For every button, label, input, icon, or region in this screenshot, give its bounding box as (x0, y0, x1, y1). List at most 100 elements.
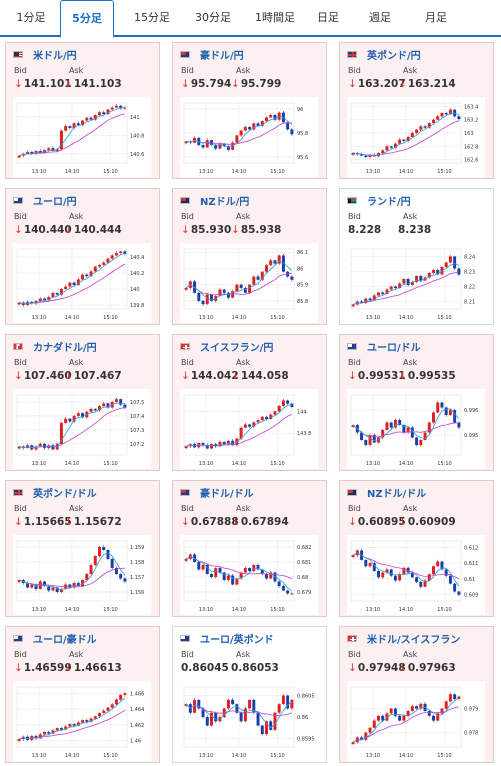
moving-average-short (185, 403, 293, 447)
currency-pair-link[interactable]: ユーロ/英ポンド (200, 634, 274, 646)
price-chart[interactable]: 0.979 0.978 13:10 14:10 15:10 (347, 681, 485, 761)
price-chart[interactable]: 163.4 163.2 163 162.8 162.6 13:10 14:10 15:10 (347, 97, 485, 177)
rate-card[interactable]: 英ポンド/ドル Bid Ask ↓1.15665 ↓1.15672 1.159 1.158 1… (5, 480, 160, 617)
price-chart[interactable]: 0.8605 0.86 0.8595 13:10 14:10 15:10 (180, 681, 318, 761)
rate-card[interactable]: カナダドル/円 Bid Ask ↓107.460 ↓107.467 107.5 107.4 1… (5, 334, 160, 471)
y-tick-label: 140.2 (130, 271, 144, 277)
candle-body (47, 586, 51, 591)
candle-body (81, 720, 85, 723)
candlestick-chart-svg: 163.4 163.2 163 162.8 162.6 13:10 14:10 15:10 (350, 102, 478, 175)
rate-card[interactable]: スイスフラン/円 Bid Ask ↓144.042 ↓144.058 144 143.8 13… (172, 334, 327, 471)
rate-card[interactable]: NZドル/円 Bid Ask ↓85.930 ↓85.938 86.1 86 85.9 85.8… (172, 188, 327, 325)
price-chart[interactable]: 8.24 8.23 8.22 8.21 13:10 14:10 15:10 (347, 243, 485, 323)
candlestick-chart-svg: 86.1 86 85.9 85.8 13:10 14:10 15:10 (183, 248, 308, 321)
currency-pair-link[interactable]: ユーロ/豪ドル (33, 634, 97, 646)
tab-4[interactable]: 1時間足 (255, 11, 295, 24)
tab-3[interactable]: 30分足 (195, 11, 231, 24)
candle-body (235, 284, 239, 292)
candle-body (398, 139, 402, 144)
candle-body (290, 699, 294, 709)
candle-body (38, 151, 42, 153)
tab-6[interactable]: 週足 (369, 11, 391, 24)
currency-pair-link[interactable]: ランド/円 (367, 196, 411, 208)
candle-body (393, 575, 397, 581)
down-arrow-icon: ↓ (64, 370, 73, 382)
candle-body (231, 699, 235, 705)
price-chart[interactable]: 141 140.8 140.6 13:10 14:10 15:10 (13, 97, 151, 177)
candle-body (377, 715, 380, 721)
candle-body (72, 724, 76, 726)
rate-card[interactable]: NZドル/ドル Bid Ask ↓0.60895 ↓0.60909 0.612 0.611 0… (339, 480, 494, 617)
currency-pair-link[interactable]: ユーロ/円 (33, 196, 77, 208)
currency-pair-link[interactable]: スイスフラン/円 (200, 342, 274, 354)
candle-body (415, 437, 419, 445)
candle-body (410, 427, 414, 438)
candle-body (444, 701, 448, 709)
tab-5[interactable]: 日足 (317, 11, 339, 24)
price-chart[interactable]: 140.4 140.2 140 139.8 13:10 14:10 15:10 (13, 243, 151, 323)
price-chart[interactable]: 86.1 86 85.9 85.8 13:10 14:10 15:10 (180, 243, 318, 323)
candle-body (68, 724, 72, 727)
price-chart[interactable]: 0.682 0.681 0.68 0.679 13:10 14:10 15:10 (180, 535, 318, 615)
rate-card[interactable]: 豪ドル/円 Bid Ask ↓95.794 ↓95.799 96 95.8 95.6 13:10… (172, 42, 327, 179)
currency-pair-link[interactable]: 英ポンド/円 (367, 50, 421, 62)
currency-pair-link[interactable]: カナダドル/円 (33, 342, 97, 354)
rate-card[interactable]: ランド/円 Bid Ask 8.228 8.238 8.24 8.23 8.22 8.21 13:… (339, 188, 494, 325)
candle-body (448, 694, 452, 702)
tab-2[interactable]: 15分足 (134, 11, 170, 24)
price-chart[interactable]: 96 95.8 95.6 13:10 14:10 15:10 (180, 97, 318, 177)
flag-icon (180, 342, 190, 350)
ask-price: ↓140.444 (64, 224, 122, 236)
candle-body (281, 695, 285, 705)
price-chart[interactable]: 107.5 107.4 107.3 107.2 13:10 14:10 15:10 (13, 389, 151, 469)
candle-body (30, 584, 34, 588)
candle-body (419, 126, 423, 130)
price-chart[interactable]: 0.996 0.995 13:10 14:10 15:10 (347, 389, 485, 469)
x-tick-label: 13:10 (366, 461, 380, 467)
price-chart[interactable]: 1.159 1.158 1.157 1.156 13:10 14:10 15:10 (13, 535, 151, 615)
rate-card[interactable]: ユーロ/豪ドル Bid Ask ↓1.46599 ↓1.46613 1.466 1.464 1… (5, 626, 160, 763)
rate-card[interactable]: ユーロ/英ポンド Bid Ask 0.86045 0.86053 0.8605 0.86 0.… (172, 626, 327, 763)
currency-pair-link[interactable]: 英ポンド/ドル (33, 488, 97, 500)
y-tick-label: 95.6 (297, 155, 308, 161)
card-header: 米ドル/スイスフラン (347, 632, 461, 646)
rate-card[interactable]: 豪ドル/ドル Bid Ask ↓0.67888 ↓0.67894 0.682 0.681 0.… (172, 480, 327, 617)
y-tick-label: 8.22 (464, 285, 475, 291)
candle-body (93, 266, 97, 272)
candle-body (364, 155, 368, 157)
candle-body (184, 141, 188, 144)
candle-body (64, 286, 68, 289)
currency-pair-link[interactable]: 豪ドル/ドル (200, 488, 254, 500)
price-chart[interactable]: 1.466 1.464 1.462 1.46 13:10 14:10 15:10 (13, 681, 151, 761)
currency-pair-link[interactable]: 米ドル/円 (33, 50, 77, 62)
y-tick-label: 107.5 (130, 400, 144, 406)
candle-body (402, 567, 406, 575)
candle-body (59, 289, 63, 295)
tab-0[interactable]: 1分足 (16, 11, 46, 24)
price-chart[interactable]: 0.612 0.611 0.61 0.609 13:10 14:10 15:10 (347, 535, 485, 615)
price-chart[interactable]: 144 143.8 13:10 14:10 15:10 (180, 389, 318, 469)
candle-body (17, 580, 21, 582)
candle-body (402, 715, 406, 721)
candle-body (226, 292, 230, 298)
currency-pair-link[interactable]: ユーロ/ドル (367, 342, 421, 354)
currency-pair-link[interactable]: NZドル/ドル (367, 488, 427, 500)
currency-pair-link[interactable]: NZドル/円 (200, 196, 250, 208)
candle-body (235, 704, 239, 713)
tab-1[interactable]: 5分足 (60, 0, 114, 38)
card-header: NZドル/円 (180, 194, 250, 208)
currency-pair-link[interactable]: 豪ドル/円 (200, 50, 244, 62)
rate-card[interactable]: 英ポンド/円 Bid Ask ↓163.207 ↓163.214 163.4 163.2 16… (339, 42, 494, 179)
rate-card[interactable]: ユーロ/ドル Bid Ask ↓0.99531 ↓0.99535 0.996 0.995 13… (339, 334, 494, 471)
rate-card[interactable]: 米ドル/スイスフラン Bid Ask ↓0.97948 ↓0.97963 0.979 0.9… (339, 626, 494, 763)
moving-average-short (185, 701, 293, 729)
candle-body (243, 568, 247, 573)
rate-card[interactable]: ユーロ/円 Bid Ask ↓140.440 ↓140.444 140.4 140.2 140… (5, 188, 160, 325)
y-tick-label: 163 (464, 131, 474, 137)
moving-average-short (185, 260, 293, 301)
tab-7[interactable]: 月足 (425, 11, 447, 24)
candle-body (281, 400, 285, 406)
rate-card[interactable]: 米ドル/円 Bid Ask ↓141.101 ↓141.103 141 140.8 140.6… (5, 42, 160, 179)
currency-pair-link[interactable]: 米ドル/スイスフラン (367, 634, 461, 646)
candle-body (277, 255, 281, 264)
